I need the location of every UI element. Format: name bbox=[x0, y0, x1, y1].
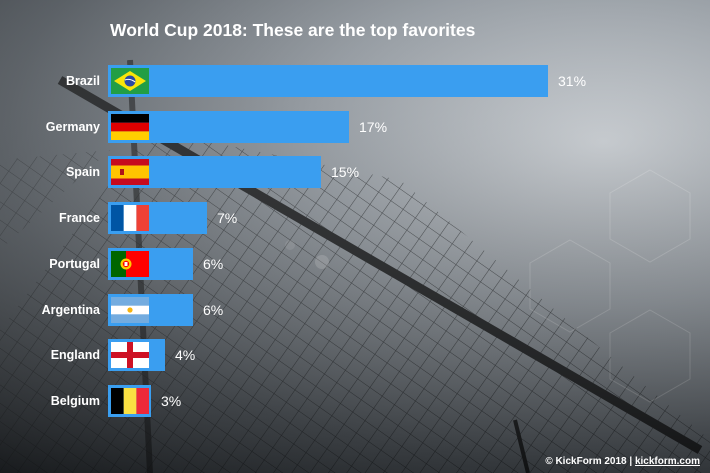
data-label: 17% bbox=[359, 118, 388, 135]
chart-title: World Cup 2018: These are the top favori… bbox=[110, 20, 476, 40]
category-label: Argentina bbox=[41, 302, 100, 317]
brazil-flag-icon bbox=[111, 68, 149, 94]
data-label: 31% bbox=[558, 73, 587, 89]
category-label: Brazil bbox=[65, 74, 100, 88]
data-label: 6% bbox=[203, 255, 224, 272]
data-label: 3% bbox=[161, 392, 182, 409]
england-flag-icon bbox=[111, 342, 149, 369]
spain-flag-icon bbox=[111, 159, 149, 186]
footer-copyright: © KickForm 2018 | bbox=[545, 456, 635, 467]
category-label: France bbox=[59, 211, 100, 226]
data-label: 4% bbox=[175, 347, 196, 364]
germany-flag-icon bbox=[111, 113, 149, 140]
belgium-flag-icon bbox=[111, 387, 149, 414]
bar-brazil bbox=[108, 65, 548, 97]
category-label: England bbox=[50, 348, 100, 363]
portugal-flag-icon bbox=[111, 250, 149, 277]
argentina-flag-icon bbox=[111, 296, 149, 323]
france-flag-icon bbox=[111, 205, 149, 232]
data-label: 15% bbox=[331, 164, 360, 181]
data-label: 6% bbox=[203, 301, 224, 318]
data-label: 7% bbox=[217, 210, 238, 227]
footer-site-link[interactable]: kickform.com bbox=[634, 456, 700, 467]
footer-credit: © KickForm 2018 | kickform.com bbox=[545, 456, 700, 467]
category-label: Spain bbox=[65, 165, 100, 180]
category-label: Belgium bbox=[50, 393, 100, 408]
category-label: Portugal bbox=[49, 256, 100, 271]
category-label: Germany bbox=[45, 119, 100, 134]
